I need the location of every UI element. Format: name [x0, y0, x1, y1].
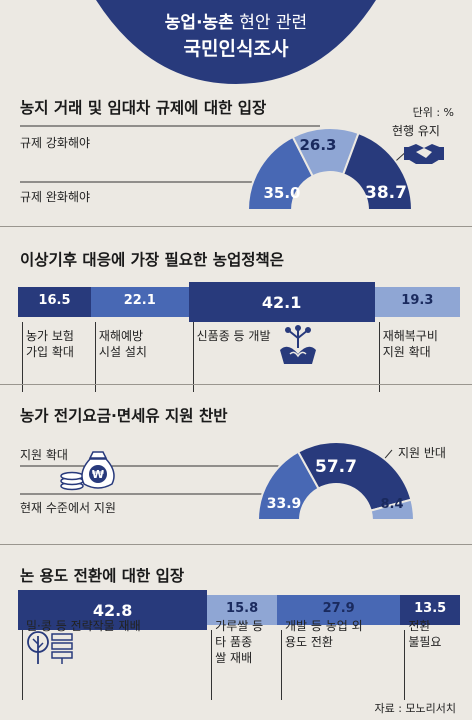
chart2-bar-label-1: 재해예방 시설 설치 — [98, 329, 147, 359]
header-title-line2: 국민인식조사 — [183, 38, 289, 60]
chart2-bar-tick-3 — [378, 322, 380, 392]
source-note: 자료 : 모노리서치 — [374, 702, 456, 715]
title-badge — [96, 0, 376, 84]
chart4-bar-value-3: 13.5 — [414, 601, 447, 616]
chart1-label-strengthen: 규제 강화해야 — [20, 136, 91, 150]
chart3-slice-1 — [296, 441, 413, 512]
chart3-slice-label-2: 8.4 — [380, 497, 403, 512]
chart3-slice-2 — [369, 498, 416, 521]
chart4-bar-segment-1 — [207, 595, 277, 625]
chart2-bar-value-0: 16.5 — [38, 293, 71, 308]
chart4-bar-tick-0 — [22, 630, 23, 700]
sprout-icon — [280, 325, 316, 364]
chart3-label-oppose: 지원 반대 — [398, 446, 446, 460]
chart2-bar-value-1: 22.1 — [123, 293, 156, 308]
chart4-bar-segment-3 — [400, 595, 460, 625]
section4-title: 논 용도 전환에 대한 입장 — [20, 567, 185, 585]
chart3-slice-label-0: 33.9 — [267, 496, 302, 512]
chart2-bar-segment-1 — [90, 287, 189, 317]
chart1-slice-label-1: 26.3 — [299, 136, 336, 154]
chart2-bar-value-2: 42.1 — [261, 293, 302, 312]
chart1-slice-2 — [341, 131, 414, 211]
section1-title: 농지 거래 및 임대차 규제에 대한 입장 — [20, 99, 267, 117]
chart2-bar-value-3: 19.3 — [401, 293, 434, 308]
chart4-bar-label-1: 가루쌀 등 타 품종 쌀 재배 — [215, 619, 264, 665]
chart3-label-current: 현재 수준에서 지원 — [20, 501, 116, 515]
section3-title: 농가 전기요금·면세유 지원 찬반 — [20, 407, 228, 425]
chart2-bar-segment-3 — [374, 287, 460, 317]
divider-2 — [0, 384, 472, 385]
chart4-bar-label-3: 전환 불필요 — [408, 619, 442, 649]
chart4-bar-tick-3 — [404, 630, 406, 700]
chart2-bar-segment-0 — [18, 287, 91, 317]
chart4-bar-segment-0 — [18, 590, 208, 630]
chart4-bar-label-2: 개발 등 농업 외 용도 전환 — [285, 619, 363, 649]
divider-3 — [0, 544, 472, 545]
plant-pot-icon — [27, 631, 73, 664]
chart2-bar-label-0: 농가 보험 가입 확대 — [26, 329, 74, 359]
chart4-bar-tick-2 — [281, 630, 282, 700]
chart2-bar-label-2: 신품종 등 개발 — [196, 329, 271, 343]
chart4-bar-value-1: 15.8 — [226, 601, 259, 616]
divider-1 — [0, 226, 472, 227]
chart2-bar-tick-2 — [192, 322, 194, 392]
handshake-icon — [404, 144, 444, 164]
money-bag-icon: ₩ — [60, 451, 115, 491]
chart4-bar-tick-1 — [211, 630, 213, 700]
section2-title: 이상기후 대응에 가장 필요한 농업정책은 — [20, 251, 285, 269]
chart4-bar-value-0: 42.8 — [92, 601, 133, 620]
chart4-bar-value-2: 27.9 — [322, 601, 355, 616]
chart4-bar-segment-2 — [277, 595, 401, 625]
svg-text:₩: ₩ — [92, 468, 104, 481]
header-title-line1: 농업·농촌 현안 관련 — [0, 8, 472, 33]
chart4-bar-label-0: 밀·콩 등 전략작물 재배 — [26, 619, 141, 633]
unit-label: 단위 : % — [412, 106, 454, 119]
chart1-label-keep: 현행 유지 — [392, 124, 440, 138]
chart3-slice-label-1: 57.7 — [315, 457, 357, 477]
chart3-label-expand: 지원 확대 — [20, 448, 68, 462]
chart1-label-relax: 규제 완화해야 — [20, 190, 91, 204]
chart1-slice-label-0: 35.0 — [263, 184, 300, 202]
chart2-bar-label-3: 재해복구비 지원 확대 — [382, 329, 438, 359]
chart2-bar-tick-1 — [94, 322, 96, 392]
header-title-light: 현안 관련 — [233, 13, 308, 33]
chart2-bar-segment-2 — [188, 282, 375, 322]
chart1-slice-label-2: 38.7 — [365, 183, 407, 203]
chart2-bar-tick-0 — [22, 322, 23, 392]
header-title-bold: 농업·농촌 — [164, 13, 234, 33]
